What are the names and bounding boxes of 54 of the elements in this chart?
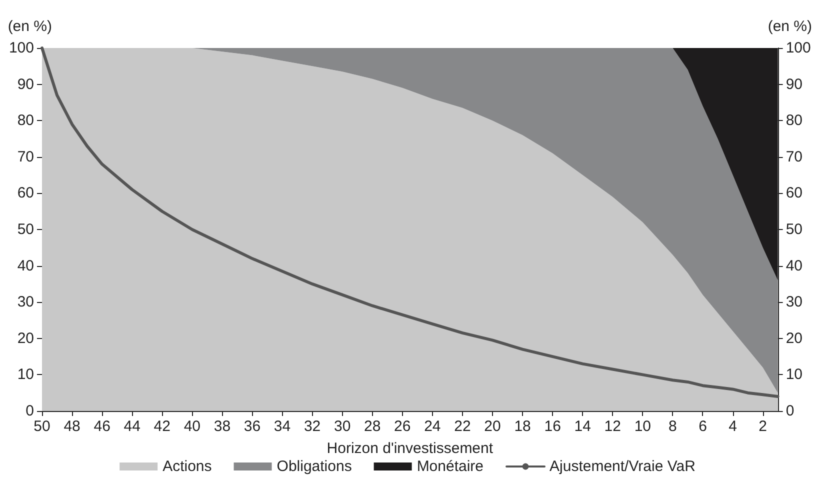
y-tick-label: 20	[17, 330, 34, 347]
x-tick-label: 26	[394, 418, 411, 435]
legend-label: Obligations	[276, 458, 352, 475]
x-tick-label: 46	[94, 418, 110, 435]
y2-axis-title: (en %)	[768, 18, 812, 35]
y-tick-label: 60	[17, 184, 34, 202]
x-tick-label: 34	[274, 418, 291, 435]
x-tick-label: 48	[64, 418, 80, 435]
y2-tick-label: 30	[786, 294, 803, 311]
x-tick-label: 12	[604, 418, 621, 435]
y-axis-title: (en %)	[8, 18, 52, 35]
x-tick-label: 14	[574, 418, 591, 435]
x-tick-label: 40	[184, 418, 201, 435]
y-tick-label: 40	[17, 257, 34, 274]
x-tick-label: 42	[154, 418, 170, 435]
x-tick-label: 28	[364, 418, 381, 435]
y2-tick-label: 20	[786, 330, 803, 347]
y-tick-label: 30	[17, 294, 34, 311]
y-tick-label: 50	[17, 221, 34, 238]
y-tick-label: 0	[26, 402, 34, 420]
x-tick-label: 36	[244, 418, 261, 435]
y2-tick-label: 0	[786, 402, 794, 420]
legend-label: Actions	[162, 458, 212, 475]
x-tick-label: 18	[514, 418, 531, 435]
x-tick-label: 38	[214, 418, 231, 435]
x-tick-label: 4	[728, 418, 737, 435]
y-tick-label: 10	[17, 366, 34, 384]
x-tick-label: 44	[124, 418, 140, 435]
y2-tick-label: 70	[786, 148, 803, 166]
y-tick-label: 90	[17, 76, 34, 93]
x-tick-label: 50	[34, 418, 50, 435]
y-tick-label: 100	[8, 40, 34, 56]
x-tick-label: 2	[758, 418, 767, 435]
y-tick-label: 80	[17, 112, 34, 130]
y2-tick-label: 40	[786, 257, 803, 274]
y2-tick-label: 80	[786, 112, 803, 130]
y2-tick-label: 50	[786, 221, 803, 238]
x-axis-title: Horizon d'investissement	[326, 440, 494, 457]
legend-label: Ajustement/Vraie VaR	[550, 458, 696, 475]
y2-tick-label: 60	[786, 184, 803, 202]
y2-tick-label: 100	[786, 40, 811, 56]
y-tick-label: 70	[17, 148, 34, 166]
x-tick-label: 10	[634, 418, 652, 435]
x-tick-label: 24	[424, 418, 441, 435]
x-tick-label: 16	[544, 418, 561, 435]
x-tick-label: 32	[304, 418, 321, 435]
x-tick-label: 20	[484, 418, 501, 435]
x-tick-label: 22	[454, 418, 471, 435]
x-tick-label: 8	[668, 418, 677, 435]
x-tick-label: 30	[334, 418, 351, 435]
y2-tick-label: 10	[786, 366, 803, 384]
y2-tick-label: 90	[786, 76, 803, 93]
legend-label: Monétaire	[416, 458, 484, 475]
x-tick-label: 6	[698, 418, 707, 435]
